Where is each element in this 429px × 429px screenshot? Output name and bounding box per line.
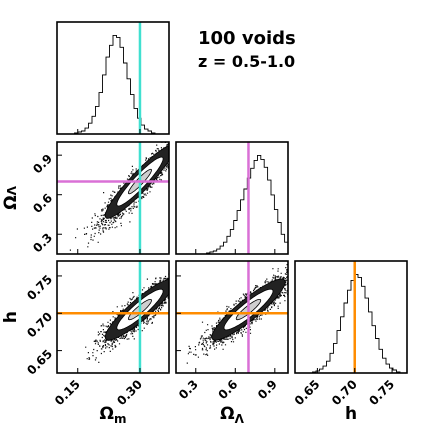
hist-panel-h xyxy=(294,260,408,374)
hist-panel-omega-m xyxy=(56,21,170,135)
scatter-panel-omega-lambda-vs-h xyxy=(175,260,289,374)
x-tick-label-h: 0.75 xyxy=(366,377,397,408)
y-tick-label-h: 0.65 xyxy=(24,347,55,378)
y-tick-label-omega-lambda: 0.3 xyxy=(30,230,55,255)
panel-frame xyxy=(175,260,289,374)
x-tick-label-omega-lambda: 0.9 xyxy=(255,377,280,402)
scatter-panel-omega-m-vs-omega-lambda xyxy=(56,141,170,255)
y-axis-label-omega-lambda: ΩΛ xyxy=(1,185,21,209)
hist-step-h xyxy=(295,273,407,374)
y-tick-label-omega-lambda: 0.6 xyxy=(30,191,55,216)
panel-frame xyxy=(56,21,170,135)
scatter-points xyxy=(85,273,169,363)
annotation-redshift-range: z = 0.5-1.0 xyxy=(198,52,296,71)
y-tick-label-omega-lambda: 0.9 xyxy=(30,151,55,176)
y-tick-label-h: 0.75 xyxy=(24,272,55,303)
scatter-points xyxy=(186,264,288,364)
x-tick-label-omega-lambda: 0.6 xyxy=(215,377,240,402)
hist-panel-omega-lambda xyxy=(175,141,289,255)
panel-frame xyxy=(175,141,289,255)
axis-label-subscript: m xyxy=(114,412,127,426)
hist-step-omega-lambda xyxy=(176,154,289,255)
x-tick-label-h: 0.65 xyxy=(292,377,323,408)
panel-frame xyxy=(56,141,170,255)
annotation-sample-size: 100 voids xyxy=(198,28,296,49)
scatter-points xyxy=(69,142,169,254)
axis-label-subscript: Λ xyxy=(235,412,245,426)
hist-step-omega-m xyxy=(57,34,169,135)
y-axis-label-h: h xyxy=(1,311,21,323)
x-tick-label-omega-m: 0.30 xyxy=(114,377,145,408)
axis-label-subscript: Λ xyxy=(5,185,19,195)
scatter-panel-omega-m-vs-h xyxy=(56,260,170,374)
x-tick-label-omega-lambda: 0.3 xyxy=(176,377,201,402)
panel-frame xyxy=(294,260,408,374)
y-tick-label-h: 0.70 xyxy=(24,309,55,340)
panel-frame xyxy=(56,260,170,374)
x-axis-label-omega-lambda: ΩΛ xyxy=(220,404,244,426)
x-tick-label-omega-m: 0.15 xyxy=(52,377,83,408)
x-axis-label-h: h xyxy=(345,404,357,424)
